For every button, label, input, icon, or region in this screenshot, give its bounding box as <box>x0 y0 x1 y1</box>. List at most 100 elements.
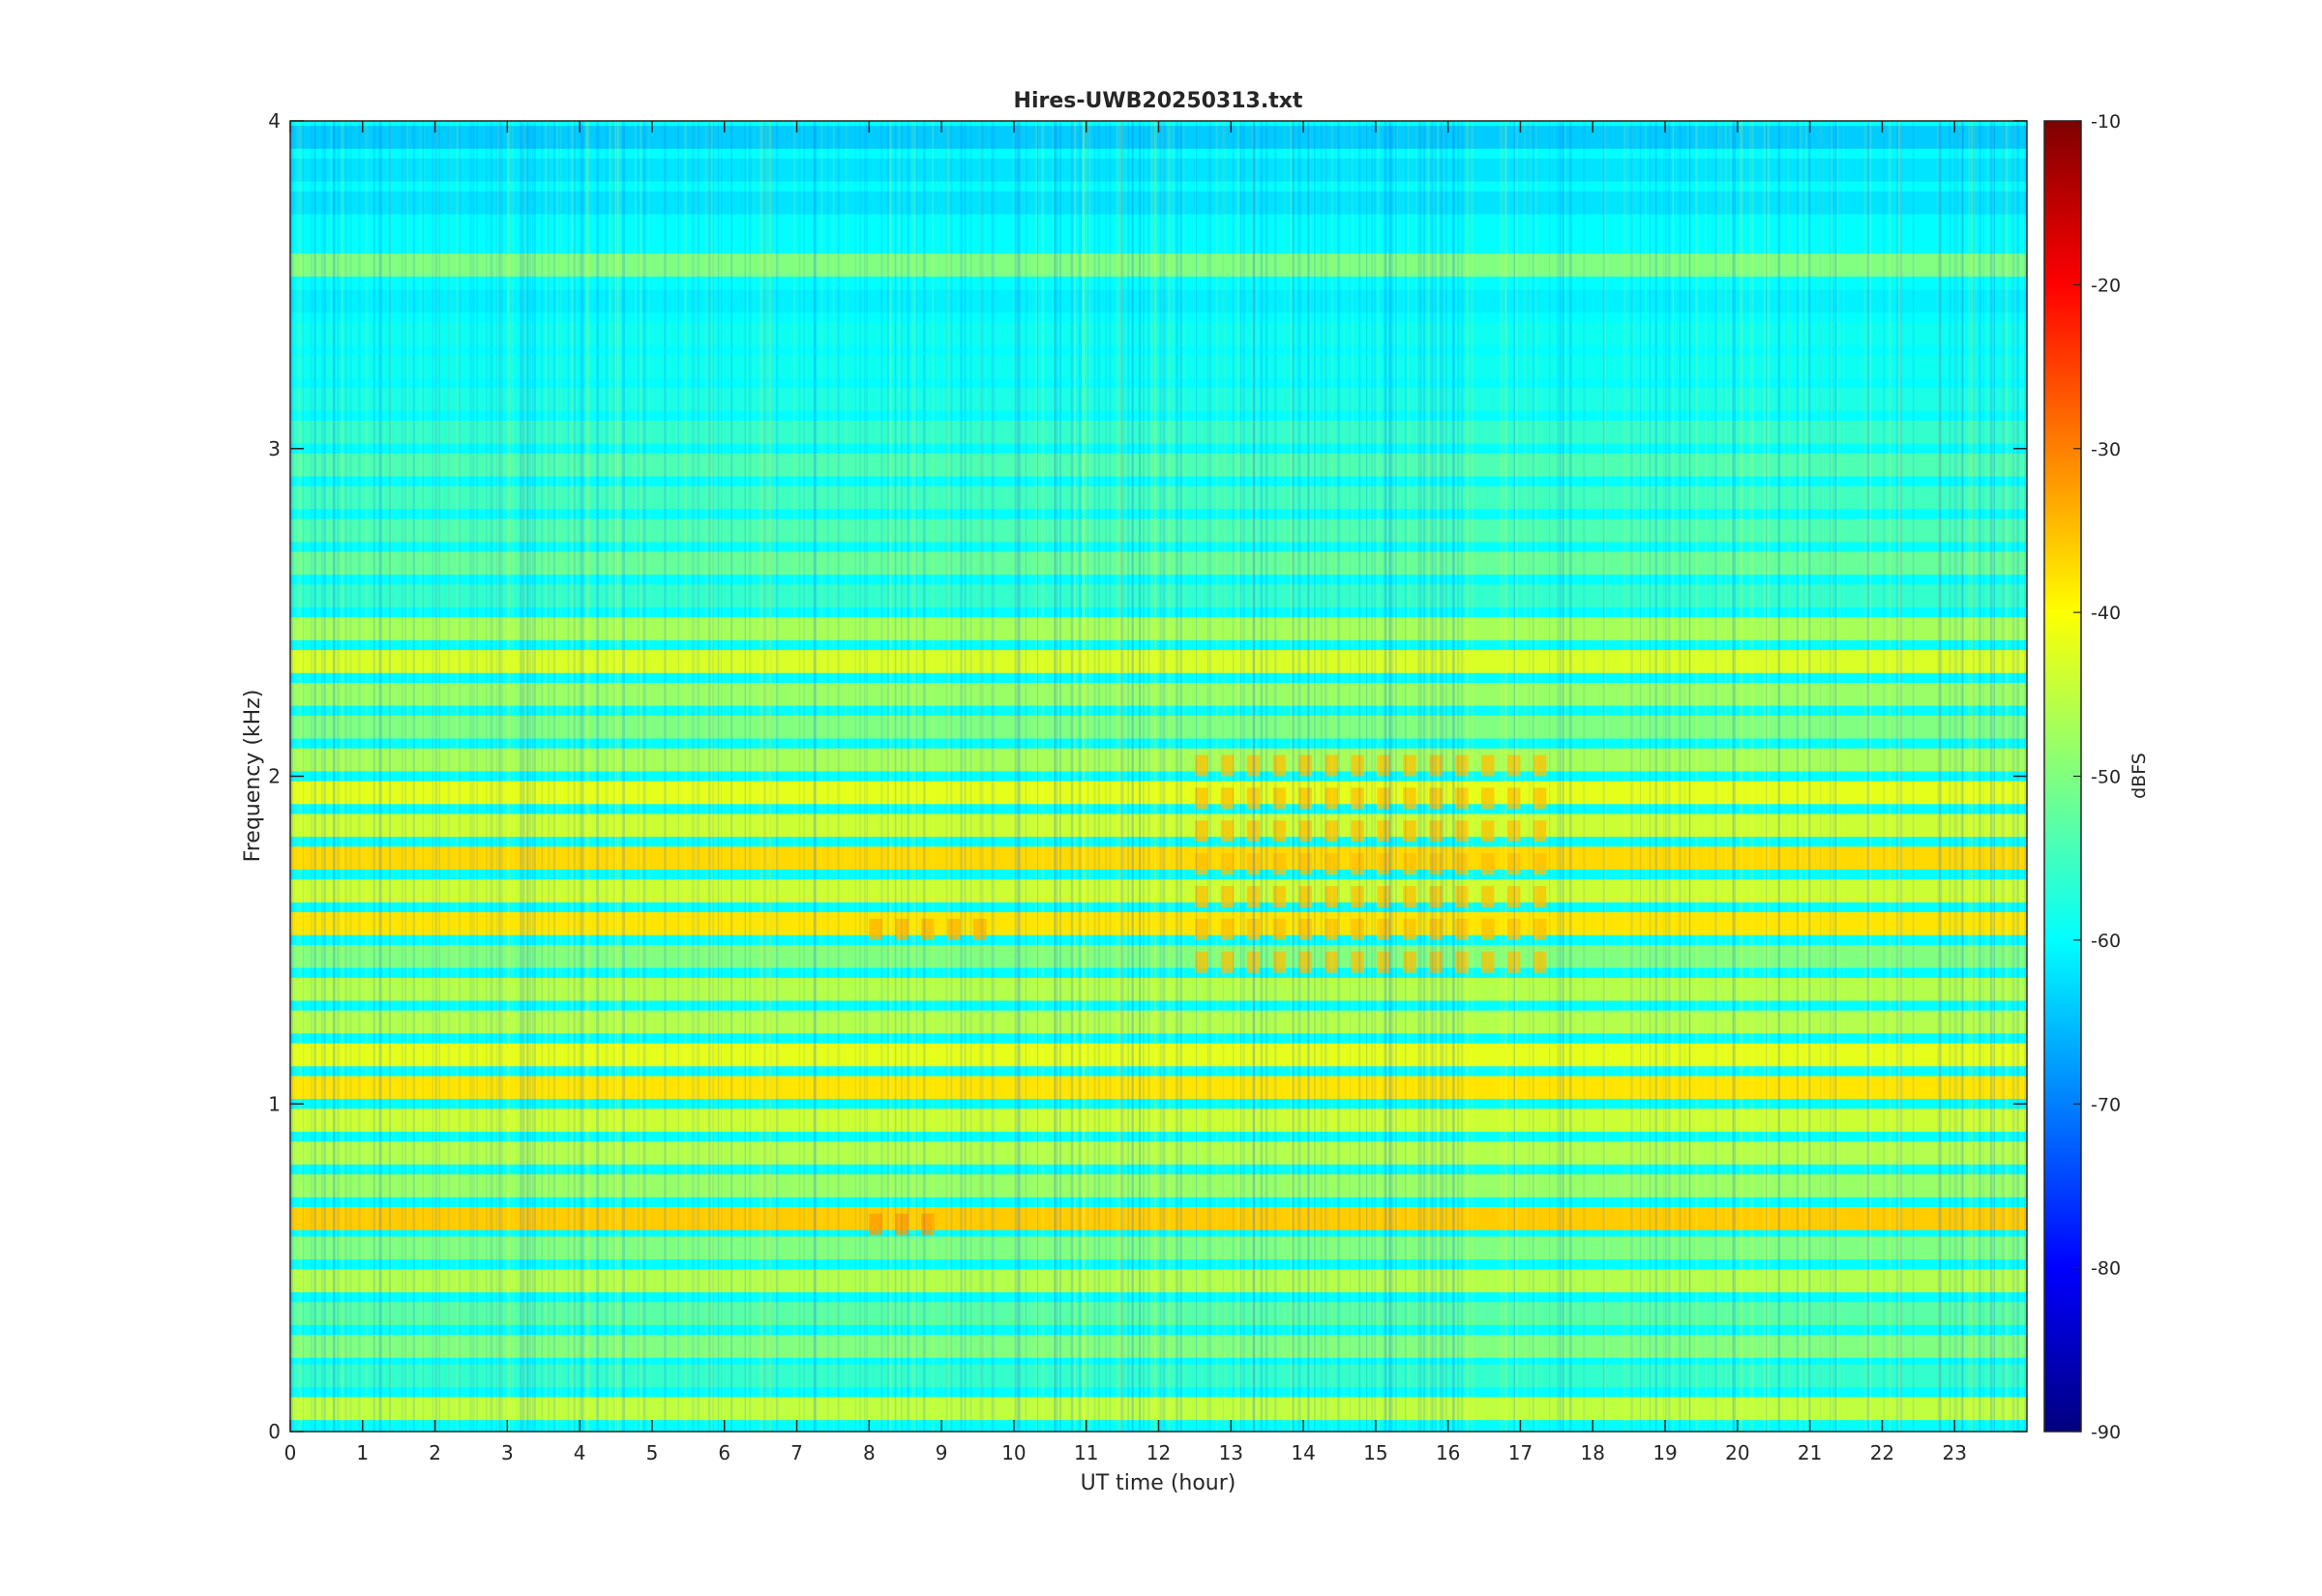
time-stripe <box>1430 121 1434 1432</box>
spectral-feature-cell <box>1429 754 1443 777</box>
time-stripe <box>1897 121 1901 1432</box>
y-tick-label: 1 <box>268 1092 281 1115</box>
time-stripe <box>1117 121 1120 1432</box>
time-stripe <box>770 121 772 1432</box>
time-stripe <box>1664 121 1667 1432</box>
spectral-feature-cell <box>1533 951 1547 973</box>
time-stripe <box>1441 121 1444 1432</box>
time-stripe <box>1052 121 1055 1432</box>
spectral-band <box>290 388 2027 411</box>
spectral-feature-cell <box>1351 787 1364 810</box>
spectral-feature-cell <box>1272 951 1287 973</box>
time-stripe <box>422 121 425 1432</box>
time-stripe <box>1990 121 1992 1432</box>
spectral-feature-cell <box>1403 951 1416 973</box>
time-stripe <box>1082 121 1086 1432</box>
time-stripe <box>522 121 525 1432</box>
time-stripe <box>1082 121 1086 1432</box>
time-stripe <box>1307 121 1310 1432</box>
time-stripe <box>1829 121 1832 1432</box>
time-stripe <box>1528 121 1531 1432</box>
time-stripe <box>744 121 747 1432</box>
spectral-feature-cell <box>1481 820 1495 842</box>
time-stripe <box>1864 121 1868 1432</box>
time-stripe <box>1388 121 1392 1432</box>
time-stripe <box>491 121 493 1432</box>
spectral-band <box>290 781 2027 805</box>
spectral-feature-cell <box>1455 754 1469 777</box>
time-stripe <box>698 121 700 1432</box>
time-stripe <box>1895 121 1899 1432</box>
time-stripe <box>859 121 861 1432</box>
time-stripe <box>1749 121 1752 1432</box>
time-stripe <box>1139 121 1141 1432</box>
time-stripe <box>719 121 721 1432</box>
time-stripe <box>1337 121 1340 1432</box>
spectral-feature-cell <box>1194 754 1208 777</box>
time-stripe <box>533 121 536 1432</box>
spectral-feature-cell <box>1194 820 1208 842</box>
time-stripe <box>1986 121 1989 1432</box>
time-stripe <box>613 121 617 1432</box>
colorbar-tick-label: -20 <box>2091 275 2121 296</box>
time-stripe <box>1289 121 1293 1432</box>
spectral-feature-cell <box>1533 885 1547 907</box>
x-tick-label: 0 <box>284 1441 297 1464</box>
time-stripe <box>469 121 472 1432</box>
time-stripe <box>798 121 801 1432</box>
time-stripe <box>1074 121 1076 1432</box>
time-stripe <box>571 121 575 1432</box>
time-stripe <box>768 121 771 1432</box>
time-stripe <box>946 121 949 1432</box>
time-stripe <box>448 121 451 1432</box>
time-stripe <box>1863 121 1865 1432</box>
time-stripe <box>746 121 749 1432</box>
time-stripe <box>1149 121 1153 1432</box>
time-stripe <box>1196 121 1198 1432</box>
time-stripe <box>1222 121 1224 1432</box>
spectral-feature-cell <box>973 918 987 940</box>
x-axis: 0 1 2 3 4 5 6 7 8 9 10 11 12 13 14 15 16 17 18 19 20 21 22 23 <box>284 121 1967 1464</box>
time-stripe <box>1236 121 1239 1432</box>
time-stripe <box>1384 121 1387 1432</box>
spectral-bands <box>290 126 2027 1421</box>
time-stripe <box>911 121 914 1432</box>
time-stripe <box>1437 121 1439 1432</box>
time-stripe <box>1842 121 1845 1432</box>
spectral-feature-cell <box>1272 754 1287 777</box>
time-stripe <box>486 121 488 1432</box>
spectral-feature-cell <box>1377 754 1390 777</box>
time-stripe <box>321 121 324 1432</box>
spectrogram-image <box>290 121 2027 1432</box>
time-stripe <box>330 121 333 1432</box>
time-stripe <box>586 121 590 1432</box>
time-stripe <box>1602 121 1606 1432</box>
time-stripe <box>640 121 642 1432</box>
time-stripe <box>596 121 600 1432</box>
time-stripe <box>1407 121 1410 1432</box>
spectral-feature-cell <box>1298 820 1313 842</box>
time-stripe <box>1432 121 1435 1432</box>
spectral-feature-cell <box>1481 787 1495 810</box>
x-tick-label: 16 <box>1436 1441 1460 1464</box>
time-stripe <box>1974 121 1976 1432</box>
spectral-feature-cell <box>869 1213 882 1235</box>
time-stripe <box>507 121 511 1432</box>
time-stripe <box>1088 121 1091 1432</box>
time-stripe <box>1663 121 1665 1432</box>
time-stripe <box>378 121 381 1432</box>
time-stripe <box>730 121 732 1432</box>
time-stripe <box>1167 121 1170 1432</box>
time-stripe <box>1059 121 1061 1432</box>
time-stripe <box>1395 121 1398 1432</box>
time-stripe <box>1979 121 1982 1432</box>
spectral-feature-cell <box>921 1213 935 1235</box>
spectral-feature-cell <box>1220 820 1235 842</box>
spectral-feature-cell <box>1351 918 1364 940</box>
spectral-feature-cell <box>1506 754 1521 777</box>
time-stripe <box>685 121 687 1432</box>
spectral-feature-cell <box>1377 951 1390 973</box>
time-stripe <box>1654 121 1657 1432</box>
time-stripe <box>1832 121 1835 1432</box>
time-stripe <box>1741 121 1743 1432</box>
